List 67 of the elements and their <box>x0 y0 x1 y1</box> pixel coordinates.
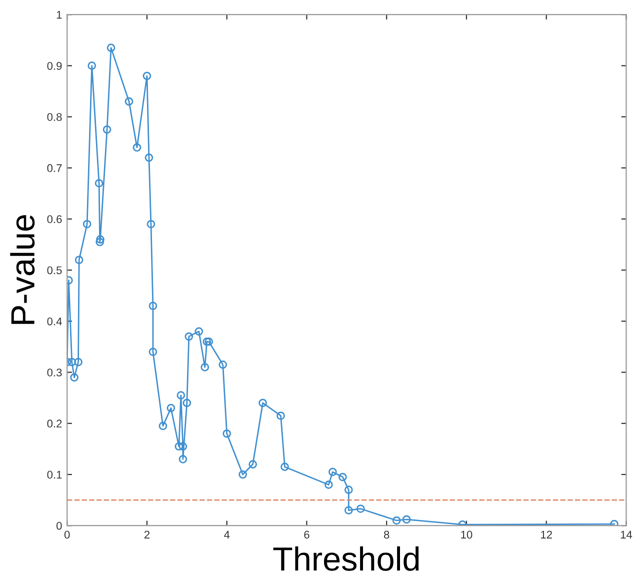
point <box>102 125 112 134</box>
point <box>146 220 156 228</box>
point <box>178 442 188 451</box>
point <box>344 486 353 494</box>
point <box>204 337 214 346</box>
point <box>176 391 186 400</box>
point <box>96 235 104 244</box>
point <box>174 442 184 451</box>
point <box>82 220 92 228</box>
x-tick-label: 12 <box>541 530 552 539</box>
point <box>106 44 116 52</box>
y-tick-label: 0 <box>56 522 62 530</box>
y-tick-label: 0.9 <box>47 62 62 70</box>
point <box>218 360 228 369</box>
x-tick-label: 10 <box>461 530 472 539</box>
point <box>132 143 142 152</box>
point <box>610 520 618 526</box>
y-tick-label: 0.7 <box>47 164 62 172</box>
x-tick-label: 8 <box>384 530 390 539</box>
point <box>124 97 134 106</box>
point <box>238 470 247 479</box>
y-tick-label: 0.5 <box>47 266 62 274</box>
point <box>178 455 188 464</box>
y-tick-label: 0.6 <box>47 215 62 224</box>
point <box>148 348 158 356</box>
y-axis-title: P-value <box>10 215 35 324</box>
y-tick-label: 0.1 <box>47 470 62 479</box>
point <box>328 468 337 476</box>
y-tick-label: 0.4 <box>47 317 62 326</box>
x-axis-title: Threshold <box>273 546 419 571</box>
point <box>144 154 154 162</box>
point <box>338 472 347 482</box>
point <box>74 256 84 264</box>
point <box>142 72 152 80</box>
x-tick-label: 0 <box>64 530 70 539</box>
y-tick-label: 0.3 <box>47 368 62 376</box>
point <box>182 398 192 408</box>
point <box>158 422 168 430</box>
point <box>222 429 232 438</box>
point <box>258 398 267 408</box>
point <box>88 62 96 70</box>
point <box>184 332 194 341</box>
point <box>344 506 353 514</box>
point <box>148 302 158 310</box>
x-tick-label: 14 <box>620 530 632 539</box>
point <box>94 179 104 188</box>
point <box>356 504 365 513</box>
point <box>202 337 212 346</box>
point <box>248 460 257 468</box>
x-tick-label: 2 <box>144 530 150 539</box>
point <box>74 358 82 366</box>
point <box>402 515 411 524</box>
x-tick-label: 4 <box>224 530 230 539</box>
point <box>70 373 78 382</box>
point <box>280 462 289 471</box>
point <box>194 327 204 336</box>
point <box>68 358 76 366</box>
point <box>276 412 285 420</box>
point <box>200 363 210 372</box>
y-tick-label: 0.2 <box>47 420 62 428</box>
x-tick-label: 6 <box>304 530 310 539</box>
point <box>96 238 104 246</box>
point <box>392 516 401 525</box>
point <box>324 480 333 489</box>
y-tick-label: 0.8 <box>47 113 62 121</box>
y-tick-label: 1 <box>56 10 62 19</box>
point <box>166 404 176 412</box>
